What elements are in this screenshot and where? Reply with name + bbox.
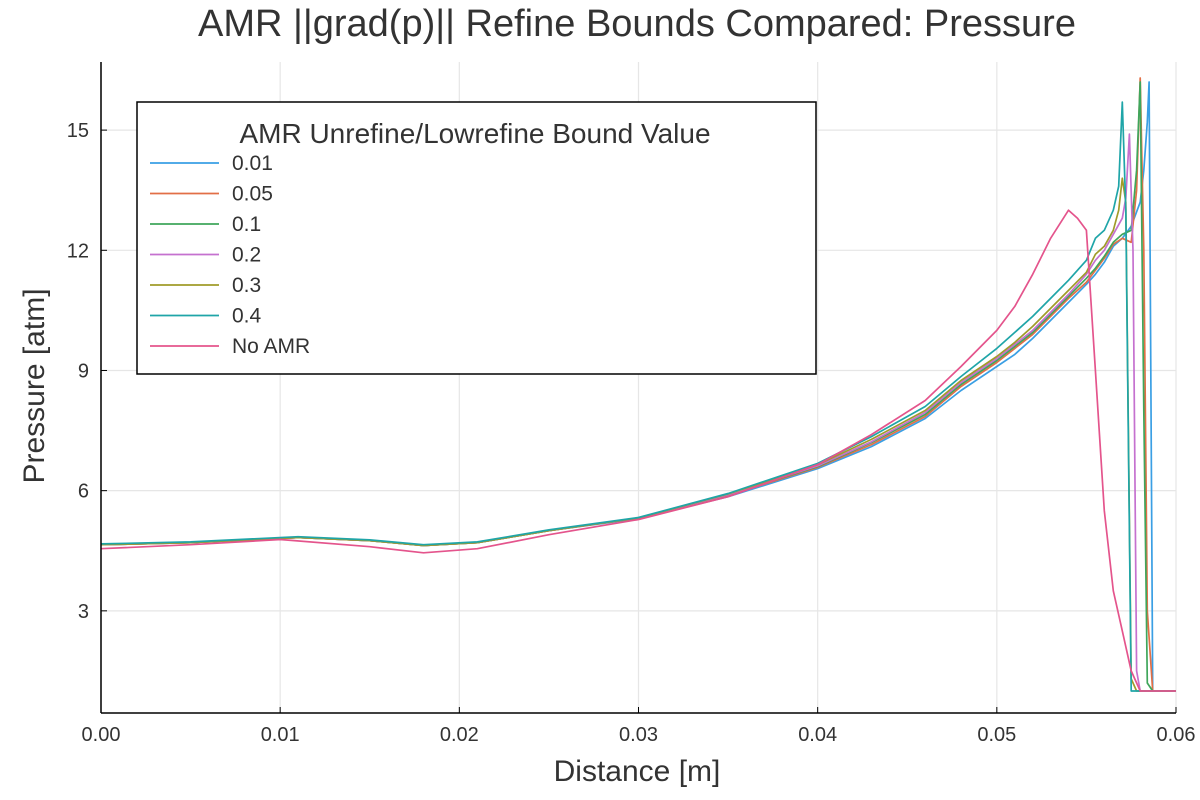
y-tick-label: 15 xyxy=(67,120,89,142)
x-tick-label: 0.00 xyxy=(82,724,121,746)
legend-label-no-amr: No AMR xyxy=(232,335,310,358)
chart-title: AMR ||grad(p)|| Refine Bounds Compared: … xyxy=(198,3,1076,45)
legend-label-0-3: 0.3 xyxy=(232,274,261,297)
legend-title: AMR Unrefine/Lowrefine Bound Value xyxy=(239,118,710,149)
x-tick-label: 0.03 xyxy=(619,724,658,746)
legend-label-0-01: 0.01 xyxy=(232,152,273,175)
ticks: 0.00 0.01 0.02 0.03 0.04 0.05 0.06 3 6 9 12 15 xyxy=(67,120,1196,746)
legend-entries: 0.01 0.05 0.1 0.2 0.3 0.4 No AMR xyxy=(150,152,310,358)
x-tick-label: 0.04 xyxy=(798,724,837,746)
y-tick-label: 12 xyxy=(67,240,89,262)
legend-label-0-2: 0.2 xyxy=(232,244,261,267)
x-tick-label: 0.01 xyxy=(261,724,300,746)
series-group xyxy=(100,77,1176,692)
legend-label-0-4: 0.4 xyxy=(232,305,262,328)
legend-label-0-05: 0.05 xyxy=(232,183,273,206)
legend: AMR Unrefine/Lowrefine Bound Value 0.010… xyxy=(136,101,817,375)
x-tick-label: 0.06 xyxy=(1157,724,1196,746)
series-line-0-4 xyxy=(100,101,1176,692)
series-line-no-amr xyxy=(100,209,1176,692)
y-tick-label: 3 xyxy=(78,601,89,623)
y-tick-label: 9 xyxy=(78,360,89,382)
legend-label-0-1: 0.1 xyxy=(232,213,261,236)
y-tick-label: 6 xyxy=(78,481,89,503)
x-tick-label: 0.02 xyxy=(440,724,479,746)
x-tick-label: 0.05 xyxy=(977,724,1016,746)
x-axis-label: Distance [m] xyxy=(554,755,721,788)
legend-box xyxy=(136,101,817,375)
y-axis-label: Pressure [atm] xyxy=(18,288,51,483)
